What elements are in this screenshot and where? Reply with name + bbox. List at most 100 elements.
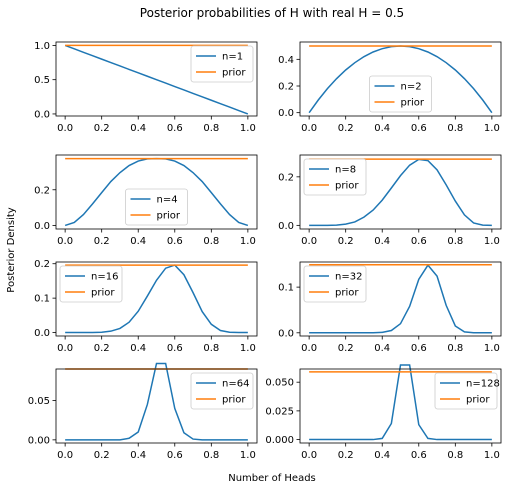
subplot-6: 0.0 0.2 0.4 0.6 0.8 1.0 0.0 0.1 n=32 prior bbox=[278, 261, 502, 354]
legend-box bbox=[125, 188, 188, 226]
x-tick-label: 0.6 bbox=[167, 450, 183, 461]
y-tick-label: 0.1 bbox=[34, 294, 50, 305]
x-tick-label: 0.0 bbox=[57, 450, 73, 461]
y-tick-label: 0.0 bbox=[278, 108, 294, 119]
y-tick-label: 0.1 bbox=[278, 283, 294, 294]
x-tick-label: 0.0 bbox=[301, 343, 317, 354]
legend-label-n=4: n=4 bbox=[157, 195, 178, 206]
x-tick-label: 0.0 bbox=[301, 450, 317, 461]
series-line-n=8 bbox=[309, 158, 492, 227]
legend-box bbox=[303, 265, 367, 303]
x-tick-label: 0.2 bbox=[94, 450, 110, 461]
x-tick-label: 0.8 bbox=[203, 236, 219, 247]
legend: n=128 prior bbox=[434, 372, 500, 410]
legend-label-prior: prior bbox=[157, 211, 181, 222]
legend: n=4 prior bbox=[125, 188, 188, 226]
x-tick-label: 1.0 bbox=[484, 236, 500, 247]
x-tick-label: 0.6 bbox=[167, 236, 183, 247]
x-tick-label: 0.2 bbox=[338, 450, 354, 461]
axes-frame bbox=[299, 261, 502, 337]
subplot-1: 0.0 0.2 0.4 0.6 0.8 1.0 0.0 0.5 1.0 n=1 prior bbox=[34, 41, 258, 134]
series-line-n=128 bbox=[309, 364, 492, 441]
x-tick-label: 0.2 bbox=[338, 236, 354, 247]
legend-label-prior: prior bbox=[222, 68, 246, 79]
subplot-4: 0.0 0.2 0.4 0.6 0.8 1.0 0.0 0.2 n=8 prior bbox=[278, 154, 502, 247]
x-tick-label: 1.0 bbox=[240, 123, 256, 134]
x-tick-label: 0.2 bbox=[338, 343, 354, 354]
y-tick-label: 0.0 bbox=[34, 221, 50, 232]
x-tick-label: 0.2 bbox=[338, 123, 354, 134]
series-line-n=16 bbox=[65, 264, 248, 334]
y-tick-label: 0.2 bbox=[34, 259, 50, 270]
legend: n=64 prior bbox=[190, 372, 254, 410]
x-tick-label: 0.2 bbox=[94, 123, 110, 134]
x-tick-label: 0.2 bbox=[94, 343, 110, 354]
x-tick-label: 0.0 bbox=[301, 236, 317, 247]
y-tick-label: 0.00 bbox=[28, 435, 50, 446]
x-tick-label: 0.8 bbox=[447, 450, 463, 461]
y-tick-label: 0.4 bbox=[278, 55, 294, 66]
legend-box bbox=[303, 158, 367, 196]
x-tick-label: 0.0 bbox=[57, 123, 73, 134]
axes-frame bbox=[55, 41, 258, 117]
axes-frame bbox=[55, 368, 258, 444]
x-tick-label: 0.0 bbox=[57, 236, 73, 247]
x-tick-label: 0.8 bbox=[447, 343, 463, 354]
subplot-2: 0.0 0.2 0.4 0.6 0.8 1.0 0.0 0.2 0.4 n=2 prior bbox=[278, 41, 502, 134]
x-tick-label: 0.0 bbox=[301, 123, 317, 134]
legend-label-n=1: n=1 bbox=[222, 52, 243, 63]
x-tick-label: 0.6 bbox=[167, 123, 183, 134]
y-tick-label: 0.0 bbox=[278, 221, 294, 232]
legend-label-prior: prior bbox=[91, 288, 115, 299]
y-tick-label: 0.05 bbox=[28, 396, 50, 407]
y-tick-label: 0.5 bbox=[34, 75, 50, 86]
x-tick-label: 0.4 bbox=[130, 236, 146, 247]
y-tick-label: 0.2 bbox=[34, 185, 50, 196]
y-tick-label: 0.025 bbox=[265, 406, 294, 417]
legend-label-n=64: n=64 bbox=[222, 379, 249, 390]
x-tick-label: 0.4 bbox=[374, 343, 390, 354]
x-tick-label: 0.8 bbox=[203, 450, 219, 461]
legend-label-prior: prior bbox=[401, 98, 425, 109]
legend-box bbox=[190, 372, 254, 410]
legend: n=8 prior bbox=[303, 158, 367, 196]
x-tick-label: 0.0 bbox=[57, 343, 73, 354]
x-tick-label: 1.0 bbox=[240, 450, 256, 461]
x-tick-label: 0.6 bbox=[411, 450, 427, 461]
x-tick-label: 0.8 bbox=[203, 343, 219, 354]
legend: n=16 prior bbox=[59, 265, 123, 303]
x-tick-label: 0.6 bbox=[411, 123, 427, 134]
figure-title: Posterior probabilities of H with real H… bbox=[140, 6, 404, 20]
y-tick-label: 1.0 bbox=[34, 41, 50, 52]
x-tick-label: 0.8 bbox=[447, 123, 463, 134]
y-tick-label: 0.0 bbox=[278, 328, 294, 339]
x-tick-label: 0.4 bbox=[374, 450, 390, 461]
y-tick-label: 0.0 bbox=[34, 109, 50, 120]
x-tick-label: 1.0 bbox=[484, 450, 500, 461]
x-tick-label: 0.4 bbox=[374, 236, 390, 247]
x-tick-label: 0.6 bbox=[411, 236, 427, 247]
legend-label-prior: prior bbox=[335, 181, 359, 192]
axes-frame bbox=[299, 368, 502, 444]
x-tick-label: 0.6 bbox=[167, 343, 183, 354]
y-tick-label: 0.2 bbox=[278, 82, 294, 93]
subplot-grid: 0.0 0.2 0.4 0.6 0.8 1.0 0.0 0.5 1.0 n=1 prior 0.0 0.… bbox=[28, 41, 502, 461]
series-line-n=32 bbox=[309, 263, 492, 334]
y-tick-label: 0.000 bbox=[265, 435, 294, 446]
x-tick-label: 0.4 bbox=[374, 123, 390, 134]
y-tick-label: 0.0 bbox=[34, 328, 50, 339]
y-axis-label: Posterior Density bbox=[6, 207, 17, 292]
legend-box bbox=[59, 265, 123, 303]
x-tick-label: 0.8 bbox=[447, 236, 463, 247]
subplot-7: 0.0 0.2 0.4 0.6 0.8 1.0 0.00 0.05 n=64 prior bbox=[28, 362, 258, 461]
series-line-n=1 bbox=[64, 44, 249, 115]
axes-frame bbox=[55, 154, 258, 230]
subplot-5: 0.0 0.2 0.4 0.6 0.8 1.0 0.0 0.1 0.2 n=16 prior bbox=[34, 259, 258, 354]
x-tick-label: 1.0 bbox=[240, 343, 256, 354]
legend: n=1 prior bbox=[190, 45, 254, 83]
legend-label-n=2: n=2 bbox=[401, 82, 422, 93]
x-tick-label: 0.2 bbox=[94, 236, 110, 247]
legend: n=32 prior bbox=[303, 265, 367, 303]
legend-box bbox=[369, 75, 432, 113]
legend: n=2 prior bbox=[369, 75, 432, 113]
